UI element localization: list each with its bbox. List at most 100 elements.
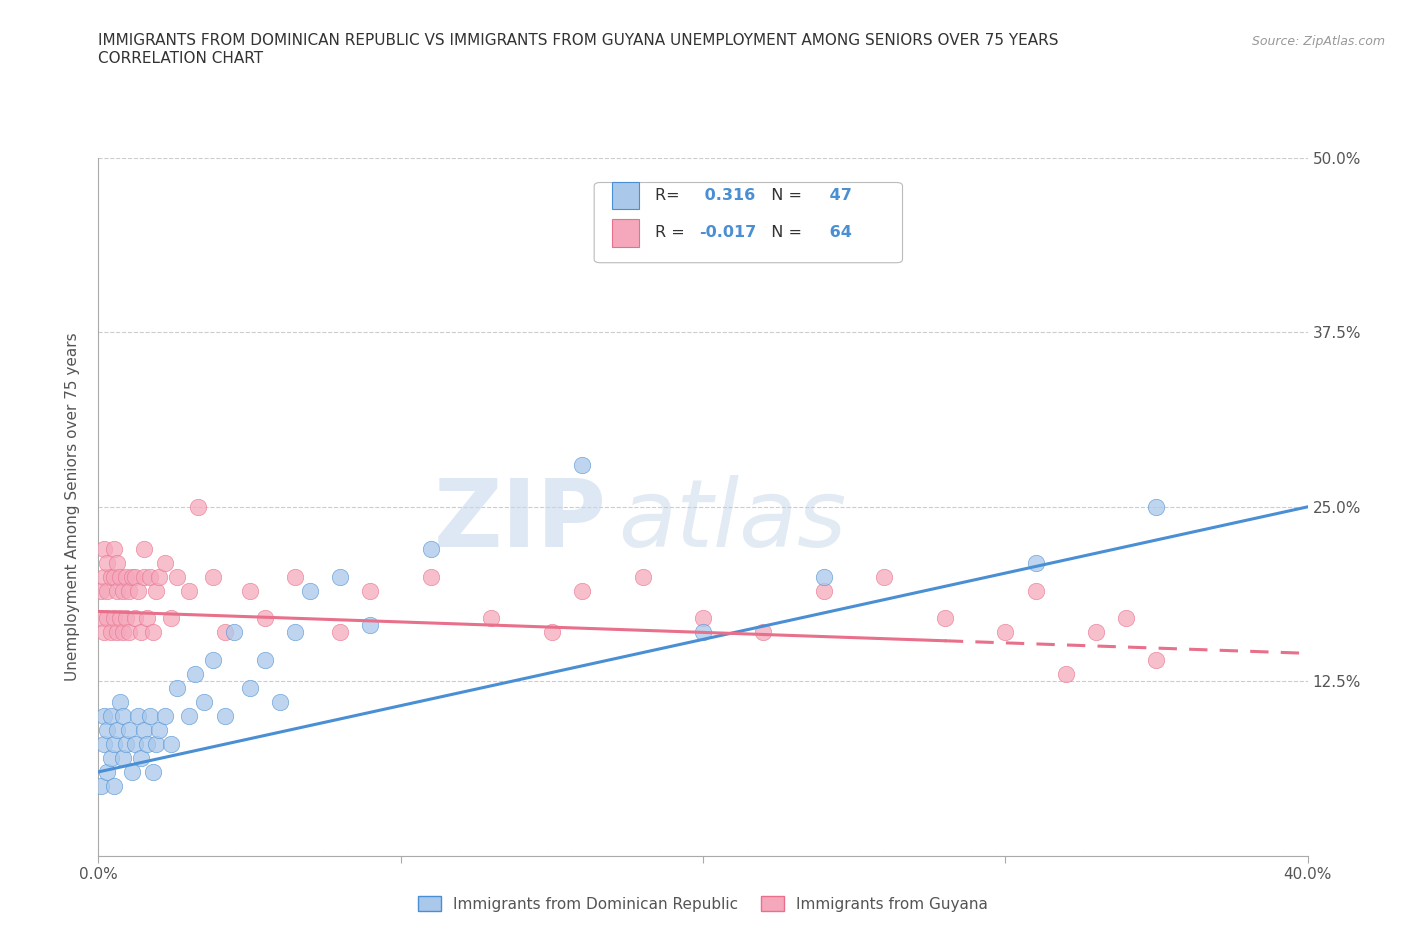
Point bbox=[1085, 625, 1108, 640]
Point bbox=[105, 583, 128, 598]
Point bbox=[1144, 499, 1167, 514]
Point bbox=[96, 583, 118, 598]
Point bbox=[160, 737, 183, 751]
Point bbox=[96, 723, 118, 737]
Point bbox=[813, 583, 835, 598]
Point bbox=[93, 709, 115, 724]
Point bbox=[148, 723, 170, 737]
Text: R=: R= bbox=[655, 188, 685, 203]
Point bbox=[187, 499, 209, 514]
Point bbox=[111, 709, 134, 724]
Point bbox=[692, 625, 714, 640]
Point bbox=[253, 611, 276, 626]
Text: R =: R = bbox=[655, 225, 685, 240]
Point bbox=[132, 541, 155, 556]
Point bbox=[692, 611, 714, 626]
Point bbox=[153, 555, 176, 570]
Point bbox=[93, 569, 115, 584]
Point bbox=[179, 583, 201, 598]
Point bbox=[329, 569, 352, 584]
Legend: Immigrants from Dominican Republic, Immigrants from Guyana: Immigrants from Dominican Republic, Immi… bbox=[412, 889, 994, 918]
Point bbox=[103, 778, 125, 793]
Point bbox=[1115, 611, 1137, 626]
Point bbox=[145, 583, 167, 598]
Point bbox=[224, 625, 246, 640]
Point bbox=[93, 737, 115, 751]
Point bbox=[179, 709, 201, 724]
Point bbox=[108, 695, 131, 710]
Point bbox=[1054, 667, 1077, 682]
Point bbox=[127, 583, 149, 598]
Point bbox=[148, 569, 170, 584]
Point bbox=[202, 569, 225, 584]
FancyBboxPatch shape bbox=[595, 182, 903, 263]
Text: atlas: atlas bbox=[619, 475, 846, 566]
Point bbox=[166, 681, 188, 696]
Point bbox=[121, 764, 143, 779]
Text: 47: 47 bbox=[824, 188, 852, 203]
Point bbox=[934, 611, 956, 626]
Point bbox=[90, 778, 112, 793]
Point bbox=[121, 569, 143, 584]
Point bbox=[127, 709, 149, 724]
Point bbox=[153, 709, 176, 724]
Point bbox=[360, 618, 382, 633]
Point bbox=[299, 583, 322, 598]
Text: N =: N = bbox=[761, 225, 801, 240]
Point bbox=[160, 611, 183, 626]
Point bbox=[124, 611, 146, 626]
Point bbox=[96, 611, 118, 626]
Point bbox=[108, 569, 131, 584]
Text: Source: ZipAtlas.com: Source: ZipAtlas.com bbox=[1251, 35, 1385, 48]
Point bbox=[1024, 583, 1046, 598]
Point bbox=[571, 583, 593, 598]
Point bbox=[994, 625, 1017, 640]
Point bbox=[124, 737, 146, 751]
Point bbox=[118, 583, 141, 598]
Point bbox=[631, 569, 654, 584]
Point bbox=[135, 737, 157, 751]
Point bbox=[103, 541, 125, 556]
Point bbox=[139, 569, 162, 584]
Point bbox=[239, 681, 262, 696]
Point bbox=[96, 555, 118, 570]
Point bbox=[105, 555, 128, 570]
Point bbox=[100, 751, 122, 765]
Point bbox=[166, 569, 188, 584]
Point bbox=[813, 569, 835, 584]
Point bbox=[124, 569, 146, 584]
FancyBboxPatch shape bbox=[613, 219, 638, 246]
Text: 64: 64 bbox=[824, 225, 852, 240]
Text: N =: N = bbox=[761, 188, 801, 203]
Point bbox=[93, 625, 115, 640]
Point bbox=[214, 709, 236, 724]
Point bbox=[132, 569, 155, 584]
Point bbox=[284, 625, 307, 640]
Point bbox=[111, 583, 134, 598]
Point bbox=[114, 569, 136, 584]
Point bbox=[145, 737, 167, 751]
Point bbox=[108, 611, 131, 626]
Point bbox=[184, 667, 207, 682]
Text: IMMIGRANTS FROM DOMINICAN REPUBLIC VS IMMIGRANTS FROM GUYANA UNEMPLOYMENT AMONG : IMMIGRANTS FROM DOMINICAN REPUBLIC VS IM… bbox=[98, 33, 1059, 47]
Point bbox=[873, 569, 896, 584]
Point bbox=[329, 625, 352, 640]
Point bbox=[103, 737, 125, 751]
Point bbox=[571, 458, 593, 472]
Point bbox=[129, 751, 152, 765]
Point bbox=[139, 709, 162, 724]
Point bbox=[752, 625, 775, 640]
Y-axis label: Unemployment Among Seniors over 75 years: Unemployment Among Seniors over 75 years bbox=[65, 333, 80, 681]
Text: 0.316: 0.316 bbox=[699, 188, 755, 203]
Point bbox=[269, 695, 291, 710]
Point bbox=[239, 583, 262, 598]
Point bbox=[420, 569, 443, 584]
Point bbox=[100, 625, 122, 640]
Point bbox=[202, 653, 225, 668]
Point bbox=[142, 764, 165, 779]
Point bbox=[96, 764, 118, 779]
Text: -0.017: -0.017 bbox=[699, 225, 756, 240]
Point bbox=[1024, 555, 1046, 570]
Text: ZIP: ZIP bbox=[433, 475, 606, 566]
Point bbox=[360, 583, 382, 598]
